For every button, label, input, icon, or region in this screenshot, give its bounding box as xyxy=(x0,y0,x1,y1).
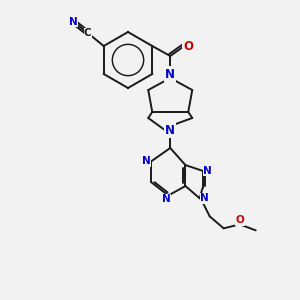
Text: N: N xyxy=(162,194,171,205)
Text: O: O xyxy=(235,215,244,225)
Text: N: N xyxy=(165,124,175,136)
Text: N: N xyxy=(203,166,212,176)
Text: N: N xyxy=(165,68,175,80)
Text: O: O xyxy=(183,40,193,52)
Text: N: N xyxy=(142,156,151,166)
Text: N: N xyxy=(200,193,209,203)
Text: N: N xyxy=(69,17,78,27)
Text: C: C xyxy=(84,28,92,38)
